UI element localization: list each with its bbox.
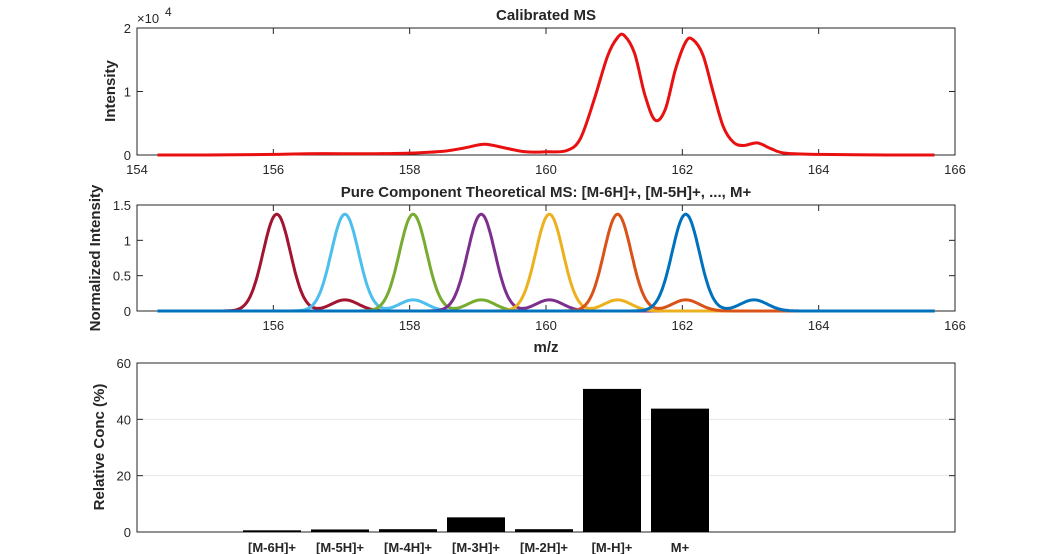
x-tick-label: 164 — [808, 318, 830, 333]
x-tick-label: 164 — [808, 162, 830, 177]
bars — [243, 388, 709, 532]
x-tick-label: 154 — [126, 162, 148, 177]
bar-2 — [379, 529, 437, 532]
y-tick-label: 0 — [124, 148, 131, 163]
exponent-base: ×10 — [137, 11, 159, 26]
category-labels: [M-6H]+ [M-5H]+ [M-4H]+ [M-3H]+ [M-2H]+ [M-H]… — [248, 540, 690, 554]
y-axis-label: Normalized Intensity — [87, 184, 104, 331]
y-tick-label: 2 — [124, 21, 131, 36]
x-tick-label: 162 — [671, 318, 693, 333]
y-tick-label: 20 — [117, 469, 131, 484]
x-tick-label: 166 — [944, 318, 966, 333]
x-axis-ticks: 154 156 158 160 162 164 166 — [126, 28, 966, 177]
chart-title: Pure Component Theoretical MS: [M-6H]+, … — [341, 184, 752, 201]
bar-5 — [583, 388, 641, 532]
y-tick-label: 40 — [117, 412, 131, 427]
bar-0 — [243, 530, 301, 532]
plot-area — [136, 27, 956, 156]
y-tick-label: 0 — [124, 525, 131, 540]
series-line-0 — [157, 32, 935, 157]
bar-4 — [515, 529, 573, 532]
bar-3 — [447, 517, 505, 532]
bar-1 — [311, 529, 369, 532]
x-tick-label: 158 — [399, 162, 421, 177]
y-tick-label: 0 — [124, 304, 131, 319]
x-axis-label: m/z — [533, 339, 558, 356]
y-axis-label: Relative Conc (%) — [91, 384, 108, 511]
category-label: M+ — [671, 540, 690, 554]
y-tick-label: 1.5 — [113, 198, 131, 213]
x-tick-label: 160 — [535, 318, 557, 333]
x-tick-label: 158 — [399, 318, 421, 333]
y-axis-label: Intensity — [102, 60, 119, 122]
y-tick-label: 1 — [124, 233, 131, 248]
calibrated-ms-chart: Calibrated MS Intensity ×10 4 154 156 158 1… — [102, 5, 966, 177]
category-label: [M-5H]+ — [316, 540, 364, 554]
x-tick-label: 156 — [262, 318, 284, 333]
y-axis-ticks: 0 20 40 60 — [117, 356, 955, 540]
y-tick-label: 60 — [117, 356, 131, 371]
y-tick-label: 0.5 — [113, 269, 131, 284]
category-label: [M-4H]+ — [384, 540, 432, 554]
y-tick-label: 1 — [124, 85, 131, 100]
category-label: [M-3H]+ — [452, 540, 500, 554]
plot-area — [136, 362, 956, 533]
series-lines — [157, 212, 935, 313]
chart-title: Calibrated MS — [496, 7, 596, 24]
y-axis-ticks: 0 0.5 1 1.5 — [113, 198, 955, 319]
exponent-label: ×10 4 — [137, 5, 172, 26]
plot-area — [136, 204, 956, 312]
exponent-power: 4 — [165, 5, 172, 19]
bar-6 — [651, 408, 709, 532]
x-tick-label: 166 — [944, 162, 966, 177]
category-label: [M-H]+ — [592, 540, 633, 554]
x-tick-label: 160 — [535, 162, 557, 177]
pure-component-chart: Pure Component Theoretical MS: [M-6H]+, … — [87, 184, 966, 356]
relative-conc-chart: Relative Conc (%) 0 20 40 60 [M-6H]+ [M-5H]+… — [91, 356, 956, 554]
y-axis-ticks: 0 1 2 — [124, 21, 955, 163]
x-tick-label: 162 — [671, 162, 693, 177]
x-axis-ticks: 156 158 160 162 164 166 — [262, 205, 966, 333]
category-label: [M-6H]+ — [248, 540, 296, 554]
series-line-6 — [157, 212, 935, 313]
series-lines — [157, 32, 935, 157]
grid-lines — [137, 418, 955, 477]
x-tick-label: 156 — [262, 162, 284, 177]
category-label: [M-2H]+ — [520, 540, 568, 554]
